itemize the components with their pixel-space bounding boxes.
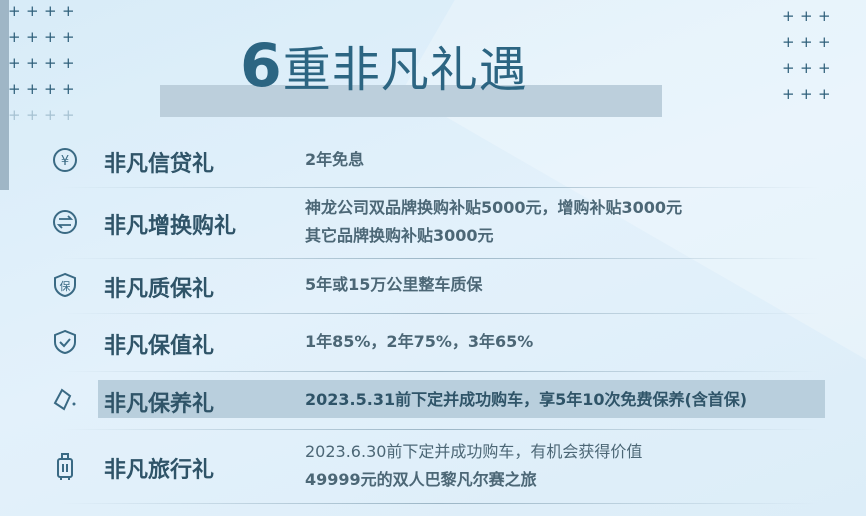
plus-mark: + [26, 80, 39, 98]
plus-mark: + [62, 106, 75, 124]
plus-mark: + [818, 33, 831, 51]
page-title: 6重非凡礼遇 [240, 30, 528, 101]
shield-bao-icon: 保 [54, 272, 76, 298]
plus-mark: + [800, 59, 813, 77]
gift-desc: 2年免息 [305, 150, 365, 169]
desc-line: 其它品牌换购补贴3000元 [305, 226, 494, 245]
suitcase-icon [57, 453, 73, 480]
divider [60, 313, 820, 314]
gift-label: 非凡旅行礼 [104, 458, 215, 483]
title-text: 重非凡礼遇 [282, 42, 528, 98]
title-underlay [160, 85, 662, 117]
plus-mark: + [44, 106, 57, 124]
svg-text:保: 保 [60, 279, 71, 293]
highlight-bar [98, 380, 825, 418]
plus-mark: + [26, 2, 39, 20]
plus-mark: + [26, 28, 39, 46]
gift-desc: 2023.6.30前下定并成功购车，有机会获得价值 49999元的双人巴黎凡尔赛之… [305, 438, 642, 494]
svg-text:¥: ¥ [61, 154, 69, 169]
shield-check-icon [54, 329, 76, 355]
plus-mark: + [818, 85, 831, 103]
divider [60, 503, 820, 504]
desc-line: 神龙公司双品牌换购补贴5000元，增购补贴3000元 [305, 198, 683, 217]
plus-mark: + [62, 80, 75, 98]
gift-desc: 神龙公司双品牌换购补贴5000元，增购补贴3000元 其它品牌换购补贴3000元 [305, 194, 682, 250]
title-number: 6 [240, 31, 283, 101]
gift-label: 非凡保养礼 [104, 392, 215, 417]
plus-mark: + [44, 2, 57, 20]
left-edge-bar [0, 0, 9, 190]
plus-mark: + [26, 54, 39, 72]
gift-desc: 5年或15万公里整车质保 [305, 275, 483, 294]
gift-label: 非凡质保礼 [104, 277, 215, 302]
plus-mark: + [782, 7, 795, 25]
plus-mark: + [62, 28, 75, 46]
plus-mark: + [62, 54, 75, 72]
plus-mark: + [44, 54, 57, 72]
plus-mark: + [782, 59, 795, 77]
plus-mark: + [782, 33, 795, 51]
plus-mark: + [818, 7, 831, 25]
desc-line: 2023.6.30前下定并成功购车，有机会获得价值 [305, 442, 643, 461]
divider [60, 371, 820, 372]
plus-mark: + [44, 80, 57, 98]
plus-mark: + [8, 28, 21, 46]
plus-mark: + [800, 85, 813, 103]
gift-label: 非凡增换购礼 [104, 214, 237, 239]
plus-mark: + [8, 54, 21, 72]
divider [60, 258, 820, 259]
gift-label: 非凡保值礼 [104, 334, 215, 359]
plus-mark: + [62, 2, 75, 20]
desc-line: 49999元的双人巴黎凡尔赛之旅 [305, 470, 537, 489]
plus-mark: + [8, 2, 21, 20]
oil-can-icon [53, 388, 76, 411]
divider [60, 429, 820, 430]
plus-mark: + [800, 7, 813, 25]
gift-desc: 1年85%，2年75%，3年65% [305, 332, 534, 351]
plus-mark: + [818, 59, 831, 77]
plus-mark: + [26, 106, 39, 124]
plus-mark: + [8, 106, 21, 124]
plus-mark: + [782, 85, 795, 103]
divider [60, 187, 820, 188]
plus-mark: + [44, 28, 57, 46]
plus-mark: + [8, 80, 21, 98]
yen-circle-icon: ¥ [53, 148, 77, 172]
exchange-circle-icon [53, 210, 77, 234]
gift-label: 非凡信贷礼 [104, 152, 215, 177]
gift-desc: 2023.5.31前下定并成功购车，享5年10次免费保养(含首保) [305, 390, 748, 409]
plus-mark: + [800, 33, 813, 51]
